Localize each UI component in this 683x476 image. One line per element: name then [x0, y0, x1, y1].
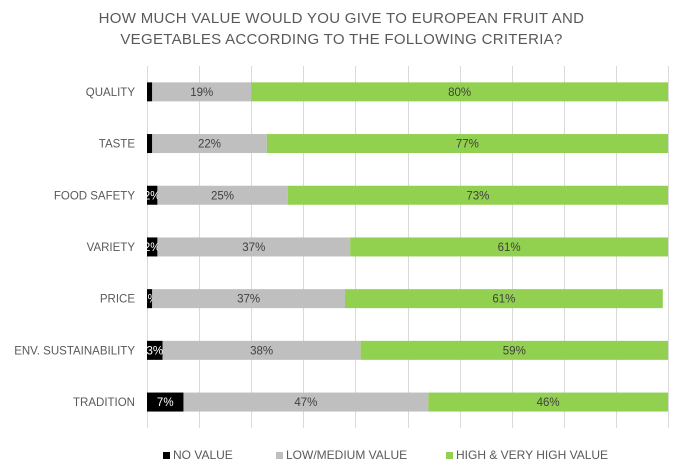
legend-item-high-value: HIGH & VERY HIGH VALUE	[446, 448, 608, 462]
bar-high-very-high-value-price	[344, 289, 663, 309]
bar-high-very-high-value-env-sustainability	[360, 340, 668, 360]
bar-no-value-tradition	[147, 392, 184, 412]
legend-swatch-high-value	[446, 451, 453, 459]
chart-title-line-2: VEGETABLES ACCORDING TO THE FOLLOWING CR…	[120, 31, 563, 48]
chart-title-line-1: HOW MUCH VALUE WOULD YOU GIVE TO EUROPEA…	[98, 10, 585, 27]
data-label-high-very-high-value-taste: 77%	[456, 139, 479, 151]
data-label-low-medium-value-variety: 37%	[242, 242, 265, 254]
bar-low-medium-value-tradition	[183, 392, 429, 412]
bar-high-very-high-value-taste	[266, 134, 668, 154]
bar-low-medium-value-price	[152, 289, 345, 309]
bar-no-value-price	[147, 289, 153, 309]
chart-title: HOW MUCH VALUE WOULD YOU GIVE TO EUROPEA…	[0, 8, 683, 50]
bar-high-very-high-value-variety	[350, 237, 668, 257]
bar-no-value-quality	[147, 82, 153, 102]
chart-legend: NO VALUE LOW/MEDIUM VALUE HIGH & VERY HI…	[0, 448, 683, 468]
bar-high-very-high-value-tradition	[428, 392, 668, 412]
stacked-bar-chart: QUALITY 19% 80% TASTE 22% 77% FOOD SAFETY 2% 25%…	[14, 66, 669, 428]
bar-no-value-food-safety	[147, 185, 158, 205]
data-label-no-value-tradition: 7%	[157, 397, 174, 409]
category-label-price: PRICE	[100, 294, 135, 306]
data-label-high-very-high-value-variety: 61%	[498, 242, 521, 254]
bar-low-medium-value-env-sustainability	[162, 340, 361, 360]
data-label-low-medium-value-taste: 22%	[198, 139, 221, 151]
data-label-low-medium-value-quality: 19%	[190, 87, 213, 99]
category-label-quality: QUALITY	[86, 87, 136, 99]
legend-label-high-value: HIGH & VERY HIGH VALUE	[456, 448, 609, 462]
bar-low-medium-value-quality	[152, 82, 252, 102]
data-label-low-medium-value-env-sustainability: 38%	[250, 345, 273, 357]
legend-label-low-medium-value: LOW/MEDIUM VALUE	[286, 448, 408, 462]
bar-low-medium-value-food-safety	[157, 185, 288, 205]
legend-item-low-medium-value: LOW/MEDIUM VALUE	[276, 448, 407, 462]
category-label-variety: VARIETY	[87, 242, 136, 254]
data-label-high-very-high-value-env-sustainability: 59%	[503, 345, 526, 357]
data-label-high-very-high-value-quality: 80%	[448, 87, 471, 99]
legend-swatch-no-value	[163, 451, 170, 459]
bar-high-very-high-value-food-safety	[287, 185, 668, 205]
data-label-no-value-variety: 2%	[144, 242, 161, 254]
data-label-high-very-high-value-tradition: 46%	[537, 397, 560, 409]
data-label-no-value-food-safety: 2%	[144, 190, 161, 202]
legend-swatch-low-medium-value	[276, 451, 283, 459]
data-label-low-medium-value-food-safety: 25%	[211, 190, 234, 202]
data-label-high-very-high-value-price: 61%	[492, 294, 515, 306]
data-label-high-very-high-value-food-safety: 73%	[466, 190, 489, 202]
legend-item-no-value: NO VALUE	[163, 448, 233, 462]
bar-no-value-env-sustainability	[147, 340, 163, 360]
bar-no-value-variety	[147, 237, 158, 257]
bar-high-very-high-value-quality	[251, 82, 668, 102]
category-label-env-sustainability: ENV. SUSTAINABILITY	[14, 345, 135, 357]
data-label-no-value-env-sustainability: 3%	[147, 345, 164, 357]
category-label-tradition: TRADITION	[73, 397, 135, 409]
bar-no-value-taste	[147, 134, 153, 154]
data-label-low-medium-value-price: 37%	[237, 294, 260, 306]
legend-label-no-value: NO VALUE	[173, 448, 233, 462]
category-label-taste: TASTE	[99, 139, 136, 151]
category-label-food-safety: FOOD SAFETY	[54, 190, 135, 202]
data-label-low-medium-value-tradition: 47%	[294, 397, 317, 409]
bar-low-medium-value-variety	[157, 237, 351, 257]
bar-low-medium-value-taste	[152, 134, 267, 154]
